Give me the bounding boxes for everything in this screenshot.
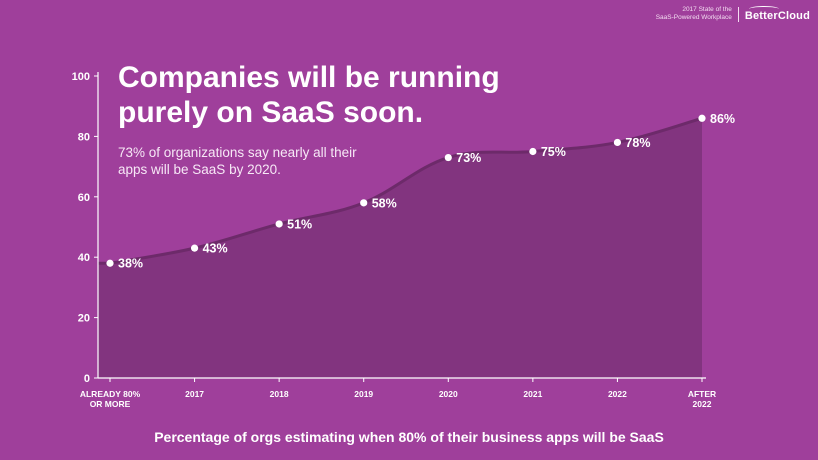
y-tick-label: 40: [78, 252, 90, 264]
data-point: [529, 147, 537, 156]
brand-lockup: 2017 State of the SaaS-Powered Workplace…: [656, 5, 810, 22]
x-tick-label: 2021: [523, 389, 542, 399]
x-tick-label: 2022: [608, 389, 627, 399]
subtitle-line2: apps will be SaaS by 2020.: [118, 162, 281, 177]
data-label: 38%: [118, 257, 143, 271]
subtitle-line1: 73% of organizations say nearly all thei…: [118, 145, 357, 160]
bettercloud-logo: BetterCloud: [744, 5, 810, 22]
data-point: [360, 199, 368, 207]
data-label: 51%: [287, 217, 312, 231]
chart-headline: Companies will be running purely on SaaS…: [118, 60, 518, 130]
data-label: 73%: [456, 151, 481, 165]
x-axis-caption: Percentage of orgs estimating when 80% o…: [154, 429, 664, 445]
data-point: [613, 138, 622, 147]
data-point: [190, 244, 199, 252]
y-tick-label: 80: [78, 131, 90, 143]
data-point: [106, 259, 114, 267]
data-label: 43%: [203, 242, 228, 256]
logo-text: BetterCloud: [744, 9, 810, 22]
data-point: [444, 153, 452, 162]
x-tick-label: AFTER 2022: [688, 389, 716, 409]
x-tick-label: 2018: [270, 389, 289, 399]
data-points: 38% 43% 51% 58% 73% 75% 78% 86%: [106, 112, 735, 271]
y-tick-label: 60: [78, 192, 90, 204]
cloud-swoosh-icon: [748, 5, 779, 12]
x-tick-label: 2019: [354, 389, 373, 399]
brand-divider: [737, 6, 739, 22]
headline-line2: purely on SaaS soon.: [118, 96, 424, 129]
y-tick-label: 0: [84, 373, 90, 385]
data-label: 86%: [710, 112, 735, 126]
y-tick-label: 100: [72, 71, 90, 83]
axes: 0 20 40 60 80 100 ALREADY 80% OR MORE 2017 2018 20…: [72, 71, 717, 409]
x-tick-label: 2017: [185, 389, 204, 399]
report-title: 2017 State of the SaaS-Powered Workplace: [656, 6, 732, 22]
x-tick-label: 2020: [439, 389, 458, 399]
data-point: [698, 114, 706, 122]
y-tick-label: 20: [78, 313, 90, 325]
area-fill: [98, 118, 702, 378]
data-label: 75%: [541, 145, 566, 159]
data-point: [275, 220, 283, 228]
chart-subtitle: 73% of organizations say nearly all thei…: [118, 144, 378, 178]
report-title-line1: 2017 State of the: [682, 6, 732, 13]
headline-line1: Companies will be running: [118, 61, 500, 94]
x-tick-label: ALREADY 80% OR MORE: [80, 389, 141, 409]
data-label: 78%: [625, 136, 650, 150]
data-label: 58%: [372, 196, 397, 210]
report-title-line2: SaaS-Powered Workplace: [655, 14, 732, 21]
